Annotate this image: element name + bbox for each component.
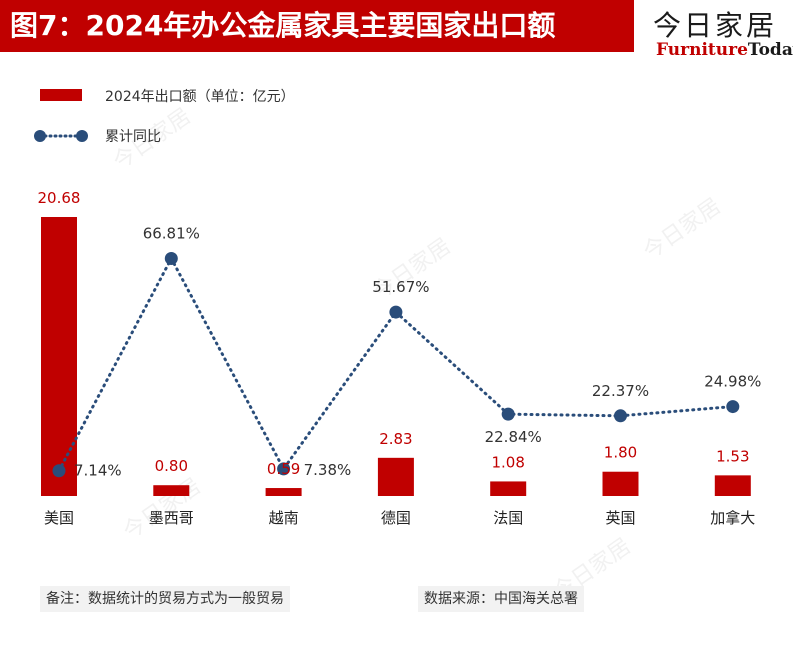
logo-en-today: Today <box>747 40 793 60</box>
category-label: 德国 <box>381 509 411 527</box>
bar-4 <box>490 481 527 496</box>
bar-value-label: 1.80 <box>604 444 637 462</box>
category-label: 越南 <box>269 509 299 527</box>
pct-value-label: 7.38% <box>304 461 352 479</box>
logo-en: FurnitureToday <box>656 40 793 60</box>
bar-3 <box>377 457 414 496</box>
category-label: 法国 <box>493 509 523 527</box>
line-series <box>52 251 740 478</box>
bar-series <box>41 217 751 496</box>
title-bar: 图7：2024年办公金属家具主要国家出口额 <box>0 0 634 52</box>
bar-value-label: 0.80 <box>155 457 188 475</box>
line-point-3 <box>389 305 403 319</box>
logo-en-furniture: Furniture <box>656 40 748 60</box>
bar-value-label: 1.53 <box>716 447 749 465</box>
pct-value-label: 22.37% <box>592 382 649 400</box>
bar-2 <box>265 488 302 496</box>
watermark: 今日家居 <box>639 194 725 265</box>
footnote-left: 备注：数据统计的贸易方式为一般贸易 <box>40 586 290 612</box>
line-point-5 <box>614 409 627 423</box>
legend: 2024年出口额（单位：亿元） 累计同比 <box>34 89 295 145</box>
category-label: 英国 <box>605 509 635 527</box>
category-label: 墨西哥 <box>149 509 194 527</box>
bar-6 <box>714 475 751 496</box>
label-group: 20.68 美国 0.80 墨西哥 0.59 越南 2.83 德国 1.08 法国 1.80 英国 1.… <box>38 189 762 527</box>
pct-value-label: 24.98% <box>704 373 761 391</box>
bar-value-label: 1.08 <box>491 453 524 471</box>
legend-line-marker-right <box>76 130 88 142</box>
legend-line-marker-left <box>34 130 46 142</box>
line-point-4 <box>501 407 515 421</box>
bar-value-label: 20.68 <box>38 189 81 207</box>
bar-5 <box>602 471 639 496</box>
category-label: 美国 <box>44 509 74 527</box>
pct-value-label: 22.84% <box>485 428 542 446</box>
pct-value-label: 66.81% <box>143 224 200 242</box>
footnote-right: 数据来源：中国海关总署 <box>418 586 584 612</box>
line-point-6 <box>726 400 740 414</box>
bar-1 <box>153 485 190 496</box>
line-point-0 <box>52 464 66 478</box>
chart-title: 图7：2024年办公金属家具主要国家出口额 <box>10 9 556 42</box>
bar-0 <box>41 217 77 496</box>
logo-cn: 今日家居 <box>653 9 778 42</box>
bar-value-label: 0.59 <box>267 460 300 478</box>
category-label: 加拿大 <box>710 509 755 527</box>
line-point-2 <box>277 462 291 476</box>
pct-value-label: 51.67% <box>372 278 429 296</box>
line-point-1 <box>164 251 178 265</box>
pct-value-label: 7.14% <box>74 462 122 480</box>
legend-bar-swatch <box>40 89 82 101</box>
bar-value-label: 2.83 <box>379 430 412 448</box>
legend-bar-label: 2024年出口额（单位：亿元） <box>105 89 295 105</box>
legend-line-label: 累计同比 <box>105 129 161 145</box>
